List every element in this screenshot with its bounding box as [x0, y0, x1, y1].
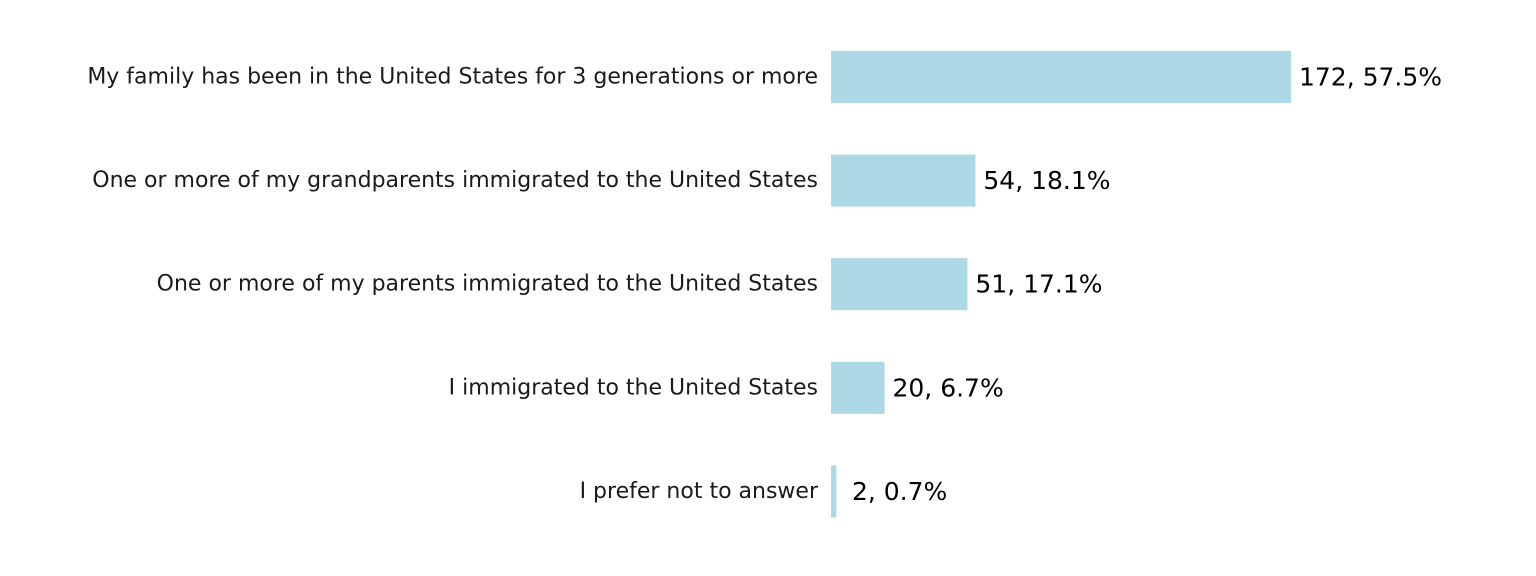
value-label: 2, 0.7%: [852, 477, 947, 506]
value-labels-group: 172, 57.5% 54, 18.1% 51, 17.1% 20, 6.7% 2, 0…: [852, 63, 1442, 506]
value-label: 51, 17.1%: [975, 270, 1102, 299]
value-label: 172, 57.5%: [1299, 63, 1442, 92]
category-label: One or more of my grandparents immigrate…: [92, 168, 818, 193]
bar: [831, 154, 976, 207]
category-label: I immigrated to the United States: [449, 375, 818, 400]
bars-group: [831, 51, 1291, 518]
category-labels-group: My family has been in the United States …: [87, 65, 819, 504]
bar: [831, 51, 1291, 103]
value-label: 54, 18.1%: [983, 166, 1110, 195]
category-label: One or more of my parents immigrated to …: [157, 272, 818, 297]
bar: [831, 465, 837, 518]
value-label: 20, 6.7%: [892, 373, 1003, 402]
category-label: My family has been in the United States …: [87, 65, 818, 90]
bar: [831, 361, 885, 414]
bar: [831, 258, 968, 311]
category-label: I prefer not to answer: [580, 479, 819, 504]
